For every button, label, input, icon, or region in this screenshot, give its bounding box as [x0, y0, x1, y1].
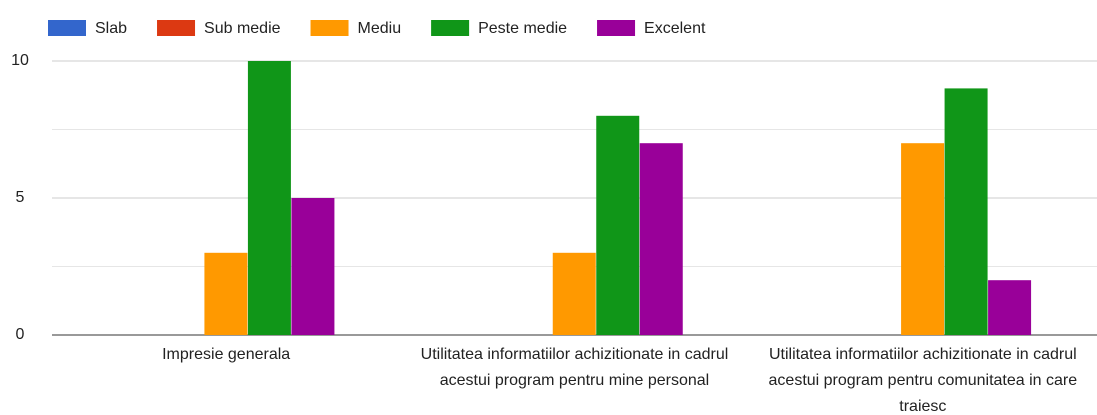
bar [291, 198, 335, 335]
bar [901, 143, 945, 335]
legend-label: Peste medie [478, 20, 567, 37]
y-tick-label: 10 [11, 52, 29, 69]
legend-swatch [310, 20, 349, 36]
legend-label: Excelent [644, 20, 706, 37]
bar [639, 143, 683, 335]
bar [204, 252, 248, 335]
y-tick-label: 0 [16, 326, 25, 343]
x-tick-label: Utilitatea informatiilor achizitionate i… [420, 346, 729, 389]
bar [596, 115, 640, 335]
x-tick-label: Impresie generala [162, 346, 291, 363]
legend-swatch [597, 20, 636, 36]
bar [552, 252, 596, 335]
legend-swatch [48, 20, 86, 36]
bar [988, 280, 1032, 335]
x-tick-label: Utilitatea informatiilor achizitionate i… [768, 346, 1078, 415]
legend-label: Slab [95, 20, 127, 37]
legend-label: Sub medie [204, 20, 281, 37]
legend-label: Mediu [358, 20, 402, 37]
y-tick-label: 5 [16, 189, 25, 206]
legend-swatch [431, 20, 470, 36]
bar [944, 88, 988, 336]
legend-swatch [157, 20, 196, 36]
bar [247, 61, 291, 335]
